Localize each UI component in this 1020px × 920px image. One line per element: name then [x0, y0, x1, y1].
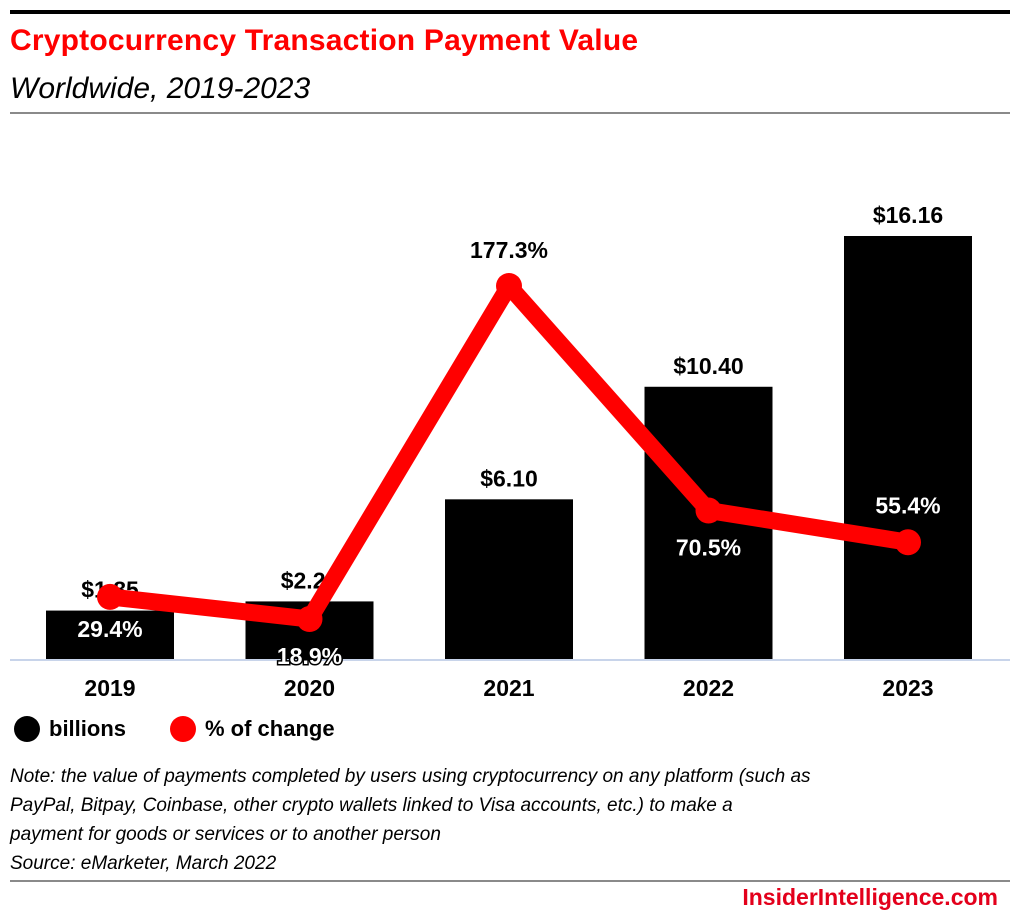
change-value-label: 70.5% [676, 535, 741, 561]
legend-label-billions: billions [49, 716, 126, 741]
change-value-label: 177.3% [470, 237, 548, 263]
source-line: Source: eMarketer, March 2022 [10, 853, 277, 874]
brand-logo: InsiderIntelligence.com [742, 884, 998, 910]
chart-subtitle: Worldwide, 2019-2023 [10, 72, 311, 105]
change-point-2021 [496, 273, 522, 299]
subtitle-divider [10, 112, 1010, 114]
bar-2023 [844, 236, 972, 659]
footer-divider [10, 880, 1010, 882]
note-line: PayPal, Bitpay, Coinbase, other crypto w… [10, 795, 733, 816]
change-value-label: 18.9% [277, 643, 342, 669]
note-line: Note: the value of payments completed by… [10, 766, 811, 787]
change-point-2020 [296, 606, 323, 632]
legend-label-change: % of change [205, 716, 335, 741]
note: Note: the value of payments completed by… [10, 762, 1010, 878]
x-tick-label: 2023 [882, 675, 933, 701]
bar-2019 [46, 610, 174, 659]
change-point-2023 [895, 529, 921, 556]
bar-value-label: $16.16 [873, 202, 943, 228]
change-point-2019 [97, 583, 123, 610]
x-tick-label: 2019 [84, 675, 135, 701]
circle-red-icon [170, 716, 196, 742]
x-tick-label: 2020 [284, 675, 335, 701]
bar-2021 [445, 499, 573, 659]
bar-value-label: $6.10 [480, 465, 538, 491]
legend-item-change: % of change [170, 716, 335, 742]
bar-value-label: $10.40 [673, 353, 743, 379]
circle-black-icon [14, 716, 40, 742]
legend: billions % of change [14, 716, 379, 742]
legend-item-billions: billions [14, 716, 126, 742]
change-value-label: 29.4% [77, 616, 142, 642]
note-line: payment for goods or services or to anot… [10, 824, 441, 845]
change-value-label: 55.4% [875, 492, 940, 518]
x-tick-label: 2022 [683, 675, 734, 701]
change-point-2022 [695, 497, 722, 524]
chart-title: Cryptocurrency Transaction Payment Value [10, 24, 639, 57]
top-rule [10, 10, 1010, 14]
x-tick-label: 2021 [483, 675, 534, 701]
